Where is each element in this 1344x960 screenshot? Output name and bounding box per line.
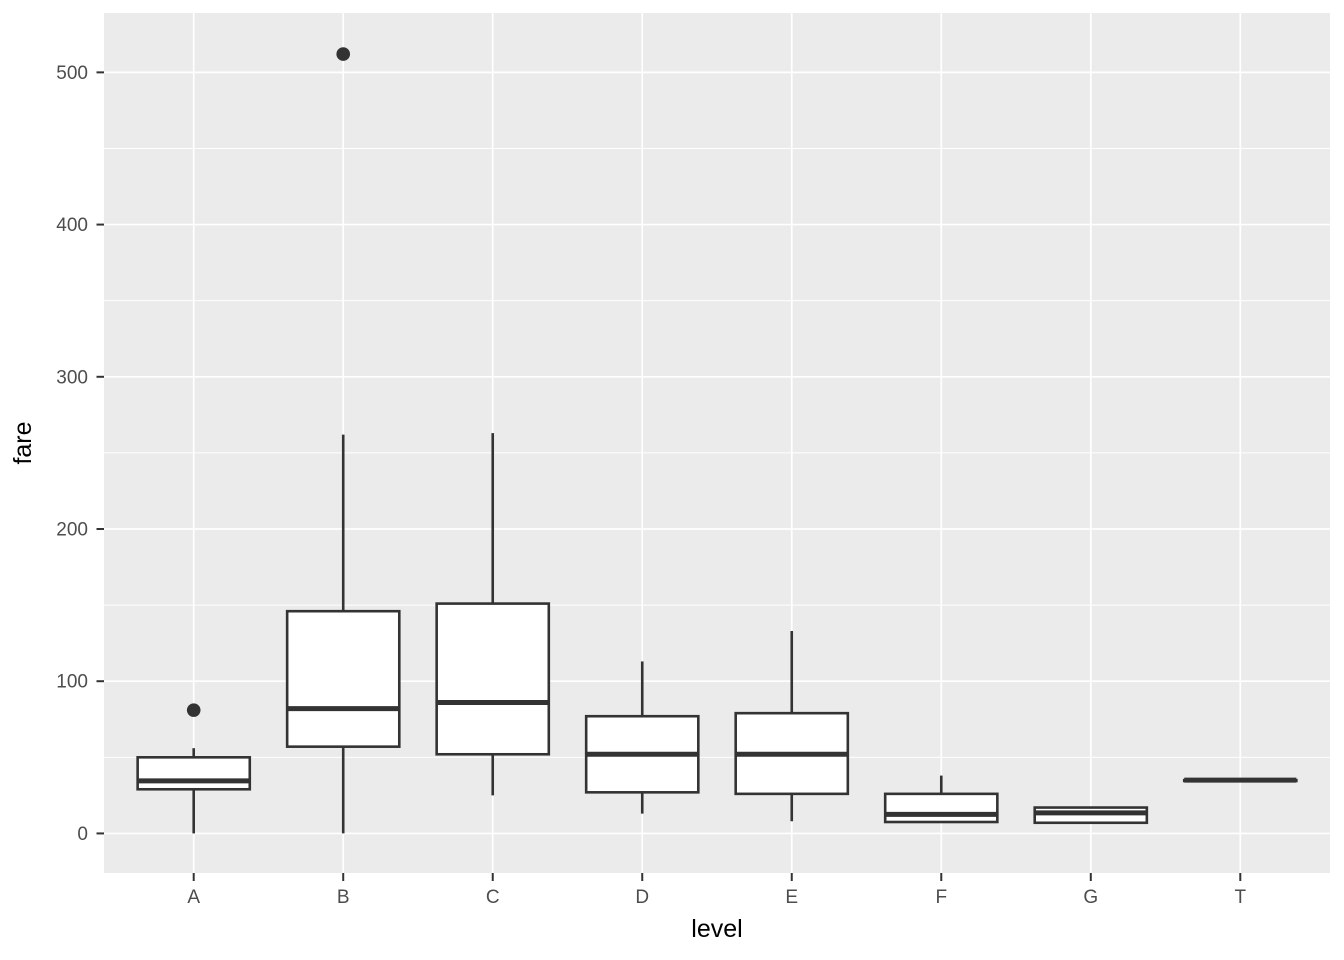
outlier-point [336,47,351,61]
axes: 0 100 200 300 400 500 A B C D E F G T [56,63,1246,908]
y-tick-label: 0 [77,824,88,845]
boxplot-D [584,661,700,814]
x-axis-title: level [691,915,742,943]
gridlines [104,13,1330,873]
boxplot-C [435,433,551,796]
iqr-box [435,602,551,756]
outlier-point [186,703,201,717]
iqr-box [285,609,401,748]
boxplots [136,47,1298,834]
x-tick-label: B [337,887,350,908]
iqr-box [883,792,999,824]
x-tick-label: D [635,887,649,908]
y-tick-label: 300 [56,367,88,388]
y-tick-label: 400 [56,215,88,236]
boxplot-F [883,775,999,824]
boxplot-A [136,703,252,834]
x-tick-label: G [1083,887,1098,908]
boxplot-G [1033,806,1149,825]
x-tick-label: E [785,887,798,908]
boxplot-B [285,47,401,834]
y-tick-label: 100 [56,672,88,693]
x-tick-label: F [935,887,947,908]
boxplot-E [734,630,850,822]
iqr-box [136,756,252,791]
boxplot-T [1182,777,1298,783]
y-tick-label: 500 [56,63,88,84]
y-tick-label: 200 [56,520,88,541]
x-tick-label: C [486,887,500,908]
x-tick-label: A [187,887,200,908]
y-axis-title: fare [9,421,37,464]
x-tick-label: T [1234,887,1246,908]
